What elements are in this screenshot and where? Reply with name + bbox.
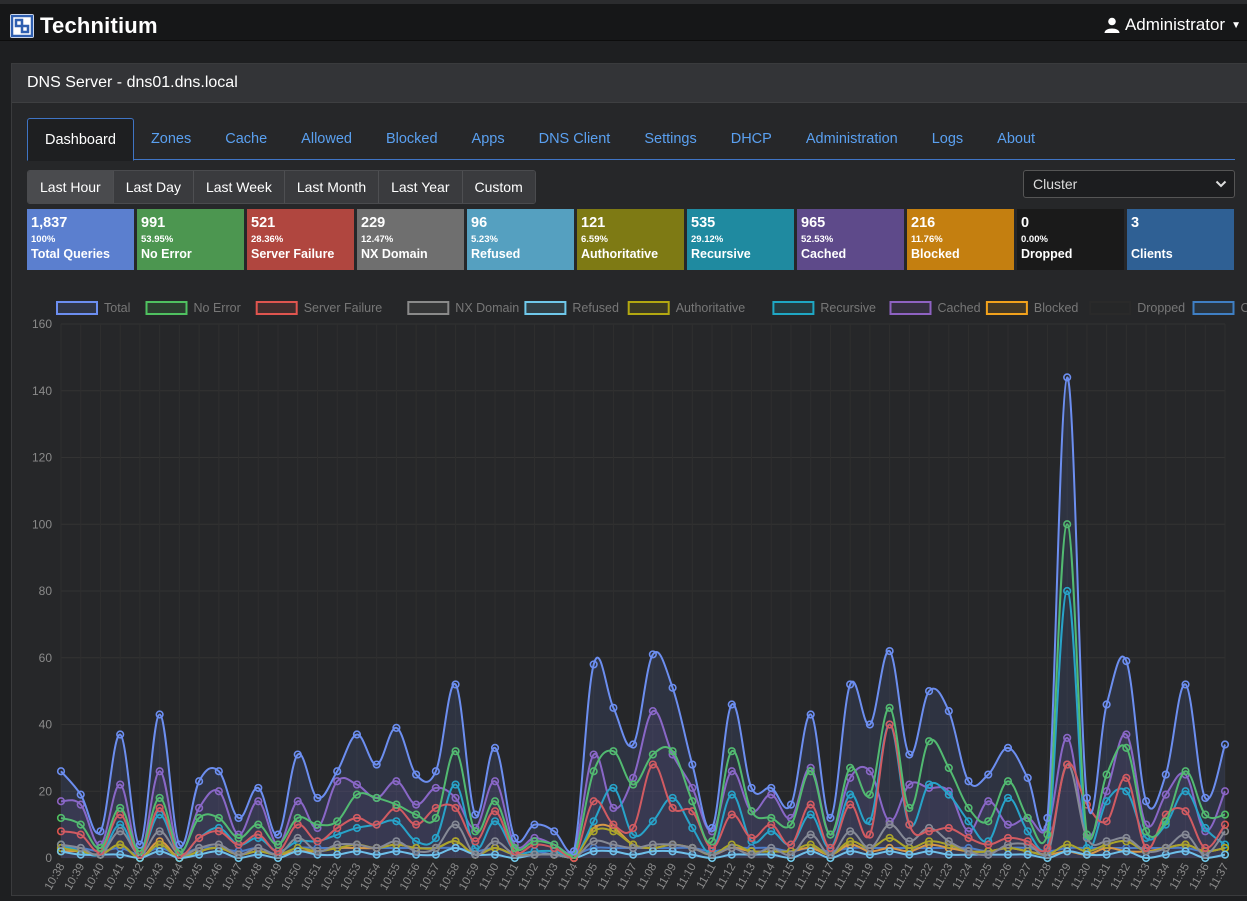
series-total bbox=[58, 374, 1229, 858]
legend-label: Blocked bbox=[1034, 301, 1079, 315]
cluster-select-value: Cluster bbox=[1033, 176, 1077, 192]
legend-label: NX Domain bbox=[455, 301, 519, 315]
stat-value: 965 bbox=[801, 215, 900, 231]
legend-item-refused[interactable]: Refused bbox=[525, 301, 619, 315]
y-tick-label: 20 bbox=[39, 784, 53, 798]
brand-name: Technitium bbox=[40, 13, 158, 39]
x-tick-label: 10:59 bbox=[457, 862, 482, 893]
x-tick-label: 11:37 bbox=[1207, 862, 1231, 892]
legend-swatch bbox=[257, 302, 297, 314]
tab-logs[interactable]: Logs bbox=[915, 118, 980, 160]
legend-item-total[interactable]: Total bbox=[57, 301, 130, 315]
legend-swatch bbox=[987, 302, 1027, 314]
query-chart-svg: 02040608010012014016010:3810:3910:4010:4… bbox=[0, 230, 1247, 896]
legend-label: Total bbox=[104, 301, 130, 315]
top-navbar: Technitium Administrator ▼ bbox=[0, 0, 1247, 41]
legend-item-dropped[interactable]: Dropped bbox=[1090, 301, 1185, 315]
legend-label: No Error bbox=[194, 301, 241, 315]
user-icon bbox=[1104, 17, 1120, 33]
legend-label: Authoritative bbox=[676, 301, 746, 315]
legend-item-server-failure[interactable]: Server Failure bbox=[257, 301, 383, 315]
panel-title: DNS Server - dns01.dns.local bbox=[12, 64, 1247, 103]
stat-value: 0 bbox=[1021, 215, 1120, 231]
chart-legend: Total No Error Server Failure NX Domain Refu… bbox=[57, 301, 1247, 315]
legend-item-authoritative[interactable]: Authoritative bbox=[629, 301, 746, 315]
custom-button[interactable]: Custom bbox=[463, 171, 535, 203]
chevron-down-icon bbox=[1215, 177, 1227, 191]
legend-label: Server Failure bbox=[304, 301, 383, 315]
legend-swatch bbox=[408, 302, 448, 314]
user-name: Administrator bbox=[1125, 15, 1225, 35]
stat-value: 121 bbox=[581, 215, 680, 231]
legend-swatch bbox=[1090, 302, 1130, 314]
legend-swatch bbox=[525, 302, 565, 314]
tab-settings[interactable]: Settings bbox=[627, 118, 713, 160]
legend-label: Recursive bbox=[820, 301, 876, 315]
legend-swatch bbox=[1194, 302, 1234, 314]
tab-about[interactable]: About bbox=[980, 118, 1052, 160]
y-tick-label: 120 bbox=[32, 451, 52, 465]
stat-value: 96 bbox=[471, 215, 570, 231]
y-tick-label: 100 bbox=[32, 517, 52, 531]
last-day-button[interactable]: Last Day bbox=[114, 171, 194, 203]
stat-value: 216 bbox=[911, 215, 1010, 231]
last-week-button[interactable]: Last Week bbox=[194, 171, 285, 203]
caret-down-icon: ▼ bbox=[1231, 20, 1241, 31]
stat-value: 991 bbox=[141, 215, 240, 231]
brand[interactable]: Technitium bbox=[10, 13, 158, 39]
stat-value: 1,837 bbox=[31, 215, 130, 231]
user-menu[interactable]: Administrator ▼ bbox=[1104, 15, 1241, 35]
legend-label: Dropped bbox=[1137, 301, 1185, 315]
technitium-logo-icon bbox=[10, 14, 34, 38]
legend-swatch bbox=[57, 302, 97, 314]
stat-value: 521 bbox=[251, 215, 350, 231]
tab-dhcp[interactable]: DHCP bbox=[714, 118, 789, 160]
tab-dashboard[interactable]: Dashboard bbox=[27, 118, 134, 161]
stat-value: 229 bbox=[361, 215, 460, 231]
legend-swatch bbox=[629, 302, 669, 314]
legend-swatch bbox=[891, 302, 931, 314]
tab-dns-client[interactable]: DNS Client bbox=[522, 118, 628, 160]
legend-item-no-error[interactable]: No Error bbox=[147, 301, 241, 315]
tab-cache[interactable]: Cache bbox=[208, 118, 284, 160]
y-tick-label: 60 bbox=[39, 651, 53, 665]
legend-item-blocked[interactable]: Blocked bbox=[987, 301, 1079, 315]
y-tick-label: 80 bbox=[39, 584, 53, 598]
legend-label: Cached bbox=[938, 301, 981, 315]
y-tick-label: 40 bbox=[39, 718, 53, 732]
y-tick-label: 140 bbox=[32, 384, 52, 398]
y-tick-label: 0 bbox=[45, 851, 52, 865]
tab-allowed[interactable]: Allowed bbox=[284, 118, 369, 160]
stat-value: 535 bbox=[691, 215, 790, 231]
legend-swatch bbox=[147, 302, 187, 314]
y-tick-label: 160 bbox=[32, 317, 52, 331]
legend-item-nx-domain[interactable]: NX Domain bbox=[408, 301, 519, 315]
last-month-button[interactable]: Last Month bbox=[285, 171, 379, 203]
legend-label: Refused bbox=[572, 301, 619, 315]
stat-value: 3 bbox=[1131, 215, 1230, 231]
tab-blocked[interactable]: Blocked bbox=[369, 118, 455, 160]
legend-item-recursive[interactable]: Recursive bbox=[773, 301, 876, 315]
last-year-button[interactable]: Last Year bbox=[379, 171, 462, 203]
x-tick-label: 11:10 bbox=[675, 862, 699, 892]
cluster-select[interactable]: Cluster bbox=[1023, 170, 1235, 198]
legend-item-cached[interactable]: Cached bbox=[891, 301, 981, 315]
legend-item-clients[interactable]: Clients bbox=[1194, 301, 1247, 315]
tab-zones[interactable]: Zones bbox=[134, 118, 208, 160]
last-hour-button[interactable]: Last Hour bbox=[28, 171, 114, 203]
legend-swatch bbox=[773, 302, 813, 314]
legend-label: Clients bbox=[1241, 301, 1247, 315]
tab-apps[interactable]: Apps bbox=[455, 118, 522, 160]
tab-administration[interactable]: Administration bbox=[789, 118, 915, 160]
